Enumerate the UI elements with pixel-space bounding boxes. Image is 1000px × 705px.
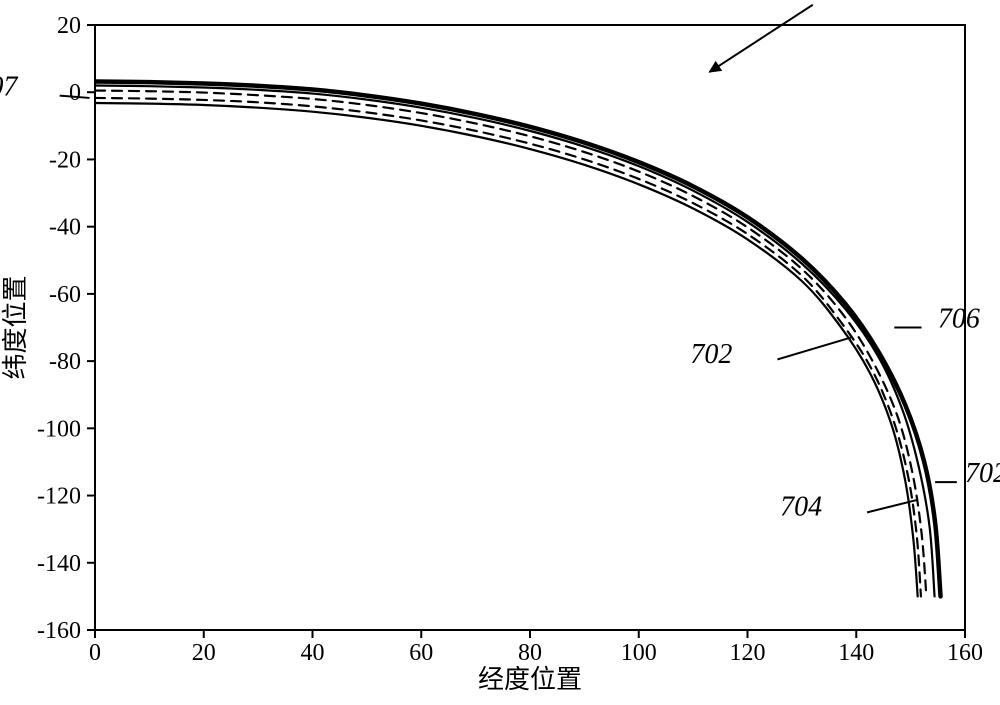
y-tick-label: -60	[49, 282, 81, 308]
annot-707-label: 707	[0, 72, 18, 103]
x-tick-label: 60	[409, 640, 433, 666]
annot-702-upper-label: 702	[690, 339, 732, 370]
annot-704-label: 704	[780, 492, 822, 523]
y-tick-label: -140	[37, 551, 81, 577]
chart-svg: 0 20 40 60 80 100 120 140 160 经度位置 20 0 -20 -40 -60 -80…	[0, 0, 1000, 705]
annot-706-label: 706	[938, 304, 980, 335]
y-tick-label: -120	[37, 484, 81, 510]
x-tick-label: 0	[89, 640, 101, 666]
y-tick-label: -100	[37, 416, 81, 442]
y-tick-label: -80	[49, 349, 81, 375]
y-tick-label: 20	[57, 13, 81, 39]
annot-707-leader	[60, 96, 90, 98]
annot-702-upper-leader	[777, 338, 850, 360]
y-axis-title: 纬度位置	[1, 275, 30, 379]
annot-702-lower-label: 702	[965, 458, 1000, 489]
x-tick-label: 100	[621, 640, 657, 666]
y-tick-label: -40	[49, 215, 81, 241]
y-tick-label: -20	[49, 147, 81, 173]
x-tick-label: 20	[192, 640, 216, 666]
x-tick-label: 160	[947, 640, 983, 666]
x-tick-label: 140	[838, 640, 874, 666]
annot-700-arrow-line	[709, 5, 812, 72]
plot-border	[95, 25, 965, 630]
x-tick-label: 40	[301, 640, 325, 666]
annot-700-arrow-head	[709, 62, 721, 72]
x-tick-label: 120	[730, 640, 766, 666]
x-tick-label: 80	[518, 640, 542, 666]
x-axis-title: 经度位置	[478, 665, 582, 694]
y-tick-label: -160	[37, 618, 81, 644]
y-tick-label: 0	[69, 80, 81, 106]
